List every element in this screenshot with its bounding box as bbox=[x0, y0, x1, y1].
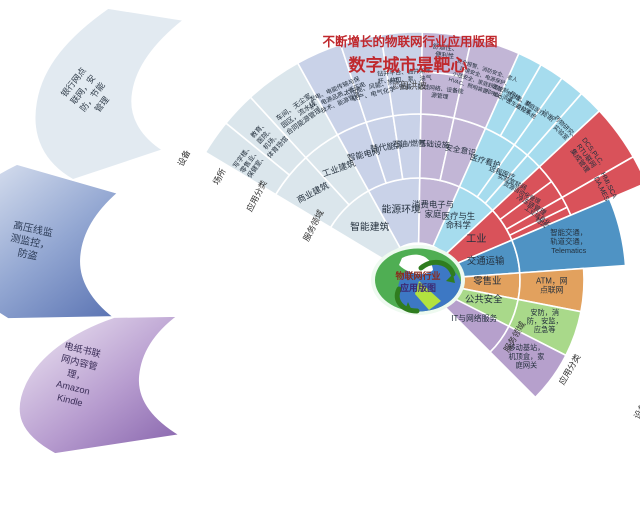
svg-text:交通运输: 交通运输 bbox=[467, 255, 505, 266]
svg-text:工业: 工业 bbox=[466, 233, 486, 245]
svg-text:智能建筑: 智能建筑 bbox=[350, 220, 389, 233]
svg-text:设备: 设备 bbox=[175, 148, 192, 168]
svg-text:应用分类: 应用分类 bbox=[244, 178, 269, 213]
svg-text:场所: 场所 bbox=[211, 166, 228, 186]
svg-text:公共安全: 公共安全 bbox=[465, 294, 503, 305]
svg-text:不断增长的物联网行业应用版图: 不断增长的物联网行业应用版图 bbox=[322, 34, 497, 49]
svg-text:医疗与生命科学: 医疗与生命科学 bbox=[442, 211, 476, 230]
svg-text:物联网行业: 物联网行业 bbox=[395, 270, 440, 281]
svg-text:零售业: 零售业 bbox=[473, 275, 501, 286]
svg-text:数字城市是靶心: 数字城市是靶心 bbox=[349, 55, 468, 75]
svg-text:服务领域: 服务领域 bbox=[301, 208, 326, 243]
svg-text:IT与网络服务: IT与网络服务 bbox=[451, 313, 497, 323]
svg-text:ATM，网点联网: ATM，网点联网 bbox=[536, 277, 568, 295]
svg-text:©周洪波: ©周洪波 bbox=[393, 80, 427, 91]
svg-text:设备: 设备 bbox=[632, 401, 640, 421]
svg-text:智能交通，轨道交通，Telematics: 智能交通，轨道交通， Telematics bbox=[550, 228, 587, 255]
svg-text:应用版图: 应用版图 bbox=[400, 282, 436, 293]
